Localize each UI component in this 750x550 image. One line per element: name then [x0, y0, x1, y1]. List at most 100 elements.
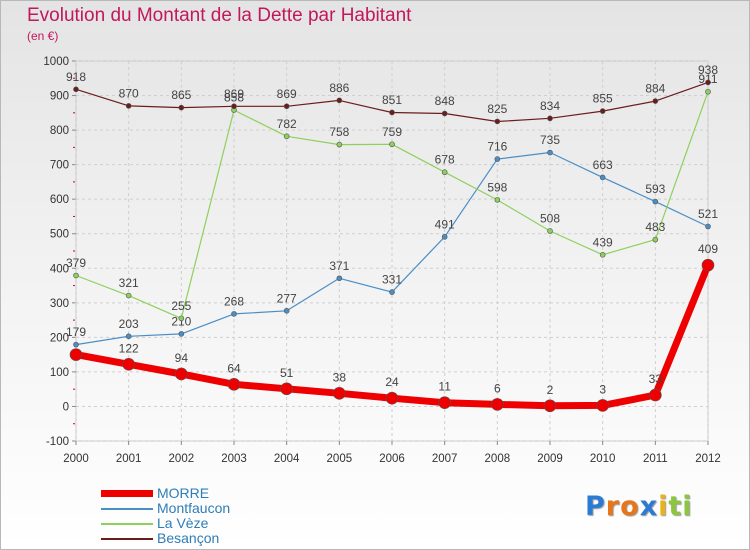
data-label-besancon: 834	[540, 99, 560, 113]
data-label-la-veze: 321	[119, 276, 139, 290]
data-label-la-veze: 758	[329, 125, 349, 139]
data-point-la-veze	[599, 252, 606, 258]
data-label-besancon: 825	[487, 102, 507, 116]
data-point-morre	[649, 388, 662, 402]
y-tick-label: 0	[63, 401, 69, 413]
data-point-montfaucon	[73, 341, 79, 348]
x-tick-label: 2010	[590, 453, 616, 465]
data-label-besancon: 855	[593, 92, 613, 106]
data-label-besancon: 851	[382, 93, 402, 107]
data-point-morre	[438, 396, 451, 409]
unit-label: (en €)	[27, 29, 59, 43]
y-tick-label: 500	[50, 229, 69, 241]
data-label-montfaucon: 593	[645, 182, 665, 196]
data-point-besancon	[336, 97, 343, 104]
data-label-besancon: 884	[645, 82, 665, 96]
legend-swatch-la-veze	[101, 523, 153, 525]
x-tick-label: 2000	[63, 453, 89, 465]
data-label-besancon: 869	[224, 87, 244, 101]
data-label-montfaucon: 203	[119, 317, 139, 331]
y-tick-label: 700	[50, 160, 69, 172]
data-point-la-veze	[178, 315, 185, 322]
data-point-morre	[333, 387, 346, 400]
data-point-besancon	[283, 103, 290, 110]
legend-swatch-montfaucon	[101, 508, 153, 510]
data-point-la-veze	[283, 133, 290, 140]
data-point-besancon	[494, 118, 501, 125]
data-point-morre	[543, 399, 557, 413]
y-tick-label: 900	[50, 91, 69, 103]
legend-label-besancon: Besançon	[157, 530, 220, 546]
data-label-la-veze: 598	[487, 180, 507, 194]
legend-swatch-besancon	[101, 538, 153, 540]
data-point-montfaucon	[547, 149, 553, 156]
x-tick-label: 2001	[116, 453, 142, 465]
data-label-la-veze: 911	[698, 72, 717, 86]
data-point-besancon	[73, 86, 79, 93]
data-label-morre: 6	[494, 381, 501, 395]
x-tick-label: 2012	[695, 453, 721, 465]
data-label-la-veze: 439	[593, 235, 613, 249]
data-label-besancon: 886	[329, 81, 349, 95]
data-label-la-veze: 508	[540, 211, 560, 225]
data-label-montfaucon: 277	[277, 291, 297, 305]
legend-label-morre: MORRE	[157, 485, 210, 501]
logo-letter: r	[605, 491, 621, 522]
logo-letter: i	[682, 491, 693, 522]
data-point-morre	[175, 367, 188, 381]
data-label-la-veze: 858	[224, 91, 244, 105]
logo-letter: o	[620, 491, 640, 522]
data-point-montfaucon	[599, 174, 606, 181]
data-point-la-veze	[336, 141, 343, 148]
data-label-morre: 64	[227, 361, 241, 375]
chart-title: Evolution du Montant de la Dette par Hab…	[27, 5, 412, 26]
data-label-montfaucon: 716	[487, 140, 507, 154]
x-tick-label: 2003	[221, 453, 247, 465]
x-tick-label: 2009	[537, 453, 563, 465]
data-point-morre	[69, 348, 83, 361]
data-label-montfaucon: 210	[171, 314, 191, 328]
data-point-morre	[701, 258, 715, 272]
x-tick-label: 2011	[643, 453, 668, 465]
data-point-morre	[122, 358, 135, 371]
data-label-montfaucon: 179	[66, 325, 86, 339]
data-point-la-veze	[389, 141, 395, 148]
data-label-la-veze: 483	[645, 220, 665, 234]
data-label-morre: 122	[119, 341, 139, 355]
data-label-montfaucon: 491	[435, 217, 455, 231]
data-label-la-veze: 379	[66, 256, 86, 270]
logo-letter: x	[639, 491, 659, 522]
data-point-montfaucon	[494, 156, 501, 162]
data-point-morre	[227, 378, 241, 391]
data-point-la-veze	[73, 272, 79, 279]
data-point-besancon	[389, 109, 395, 116]
data-label-montfaucon: 331	[382, 273, 402, 287]
legend-label-montfaucon: Montfaucon	[157, 500, 231, 516]
y-tick-label: 300	[50, 298, 69, 310]
x-tick-label: 2006	[379, 453, 405, 465]
data-point-besancon	[599, 108, 606, 114]
data-point-besancon	[652, 98, 659, 104]
data-point-la-veze	[547, 228, 553, 234]
data-label-morre: 2	[547, 383, 554, 397]
data-label-morre: 409	[698, 242, 718, 256]
data-label-montfaucon: 663	[593, 158, 613, 172]
x-tick-label: 2008	[485, 453, 511, 465]
data-label-morre: 38	[333, 370, 347, 384]
data-label-besancon: 870	[119, 86, 139, 100]
data-point-morre	[280, 382, 293, 396]
data-point-besancon	[705, 79, 711, 86]
x-tick-label: 2005	[327, 453, 353, 465]
data-label-besancon: 865	[171, 88, 191, 102]
data-point-besancon	[178, 104, 185, 111]
data-point-montfaucon	[231, 311, 237, 317]
logo-letter: t	[668, 491, 683, 522]
logo-letter: P	[585, 491, 606, 522]
data-point-la-veze	[494, 197, 501, 203]
logo-letter: i	[658, 491, 669, 522]
data-label-morre: 33	[649, 372, 663, 386]
y-tick-label: 800	[50, 125, 69, 137]
data-point-morre	[385, 391, 399, 405]
